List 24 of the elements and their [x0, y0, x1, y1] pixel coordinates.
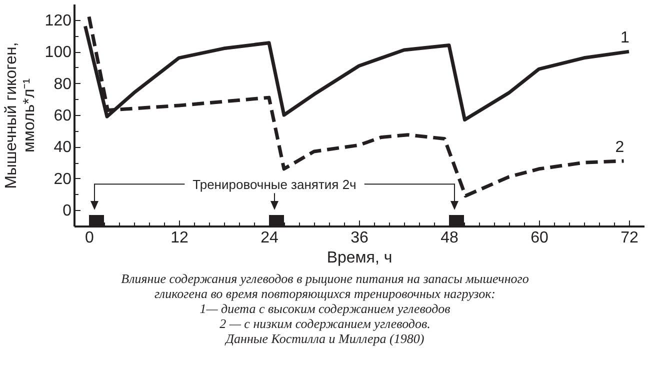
y-tick-label: 100 — [44, 44, 72, 62]
text: гликогена во время повторяющихся тренировочных нагрузок: — [154, 286, 496, 301]
y-tick-label: 60 — [54, 108, 72, 124]
x-tick-label: 12 — [170, 230, 188, 246]
text: Данные Костилла и Миллера (1980) — [224, 331, 426, 346]
y-tick-label: 0 — [62, 202, 72, 220]
text: Влияние содержания углеводов в рыционе питания на запасы мышечного — [120, 271, 530, 286]
x-tick-label: 72 — [620, 230, 638, 246]
x-tick-label: 24 — [260, 230, 278, 246]
series-label: 1 — [620, 30, 630, 47]
x-tick-label: 0 — [85, 230, 94, 246]
y-tick-label: 20 — [54, 170, 72, 188]
text: 2 — с низким содержанием углеводов. — [218, 316, 432, 331]
text: 1— диета с высоким содержанием углеводов — [198, 301, 452, 316]
x-axis-title: Время, ч — [326, 250, 392, 266]
y-tick-label: 40 — [54, 139, 72, 156]
x-tick-label: 48 — [440, 230, 458, 246]
series-label: 2 — [615, 138, 624, 156]
y-axis-title: Мышечный гикоген, ммоль*л⁻¹ — [2, 42, 38, 189]
y-tick-label: 80 — [54, 76, 72, 93]
x-tick-label: 36 — [350, 230, 368, 246]
annotation: Тренировочные занятия 2ч — [192, 177, 356, 192]
x-tick-label: 60 — [530, 230, 548, 246]
y-tick-label: 120 — [44, 12, 72, 30]
